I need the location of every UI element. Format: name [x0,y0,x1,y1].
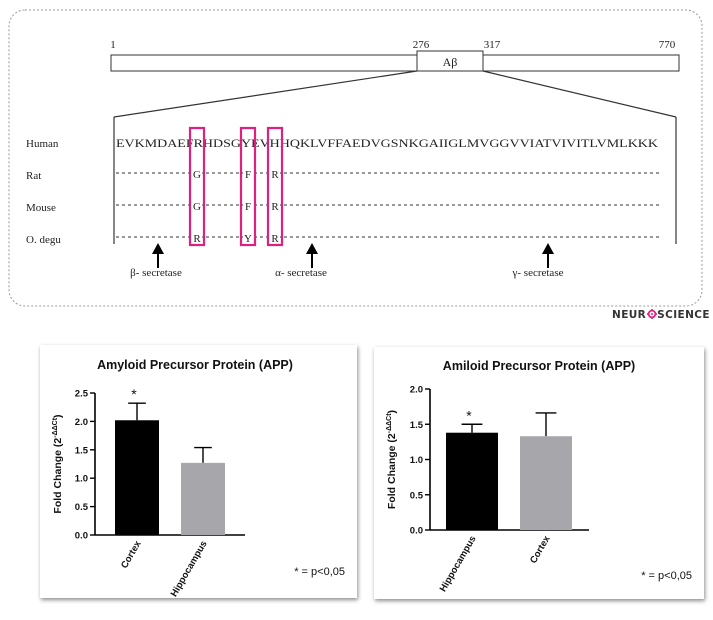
highlight-box-h13 [266,126,284,247]
position-label-ab-start: 276 [413,39,430,51]
beta-secretase-arrow [152,243,164,268]
x-tick-label-0: Cortex [119,538,144,570]
x-tick-label-1: Hippocampus [169,539,210,598]
chart-1: Amyloid Precursor Protein (APP) Fold Chan… [52,358,345,598]
abeta-segment [416,50,484,72]
y-tick-label-3: 1.5 [410,420,424,431]
chart-panel-2: Amiloid Precursor Protein (APP) Fold Chan… [374,347,704,599]
alpha-secretase-arrow [306,243,318,268]
logo-text-suffix: SCIENCE [657,309,710,321]
species-label-degu: O. degu [26,234,61,246]
y-tick-label-0: 0.0 [75,531,88,542]
y-tick-label-5: 2.5 [75,389,89,400]
position-label-start: 1 [110,39,116,51]
position-label-end: 770 [659,39,676,51]
bar-cortex [115,420,159,535]
y-tick-label-0: 0.0 [410,526,423,537]
gamma-secretase-arrow [542,243,554,268]
mouse-residue-3: R [271,201,279,213]
neuroscience-logo: NEUR SCIENCE [612,309,712,327]
y-tick-label-2: 1.0 [75,474,88,485]
rat-residue-1: G [193,169,201,181]
sequence-diagram: Aβ 1 276 317 770 Human Rat Mouse O. degu… [8,9,703,307]
position-label-ab-end: 317 [484,39,501,51]
y-axis-label: Fold Change (2-ΔΔCt) [52,414,64,513]
y-tick-label-1: 0.5 [75,502,89,513]
degu-residue-3: R [271,233,279,245]
degu-residue-1: R [193,233,201,245]
significance-marker-0: * [466,407,472,423]
rat-residue-2: F [245,169,251,181]
bar-hippocampus [446,432,498,530]
significance-marker-0: * [131,386,137,402]
significance-note: * = p<0,05 [294,566,345,578]
x-tick-label-0: Hippocampus [438,534,479,594]
bar-hippocampus [181,462,225,535]
y-tick-label-4: 2.0 [410,385,423,396]
beta-secretase-label: β- secretase [130,267,182,279]
gamma-secretase-label: γ- secretase [512,267,564,279]
y-axis-label: Fold Change (2-ΔΔCt) [386,410,398,509]
rat-residue-3: R [271,169,279,181]
y-tick-label-3: 1.5 [75,445,89,456]
species-label-mouse: Mouse [26,202,56,214]
chart-2: Amiloid Precursor Protein (APP) Fold Chan… [386,359,692,594]
abeta-label: Aβ [443,55,458,69]
human-sequence: EVKMDAEFRHDSGYEVHHQKLVFFAEDVGSNKGAIIGLMV… [116,136,658,150]
y-tick-label-1: 0.5 [410,490,424,501]
logo-gear-icon [646,309,657,319]
logo-text-prefix: NEUR [612,309,647,321]
y-tick-label-4: 2.0 [75,417,88,428]
zoom-line-left [113,70,418,118]
chart-panel-1: Amyloid Precursor Protein (APP) Fold Chan… [40,345,357,598]
diagram-frame [8,9,703,307]
zoom-line-right [482,70,677,118]
chart-title: Amyloid Precursor Protein (APP) [97,358,293,372]
species-label-human: Human [26,138,59,150]
chart-title: Amiloid Precursor Protein (APP) [443,359,635,373]
highlight-box-y10 [239,126,257,247]
significance-note: * = p<0,05 [641,570,692,582]
species-label-rat: Rat [26,170,41,182]
alpha-secretase-label: α- secretase [275,267,327,279]
app-protein-bar [110,54,680,72]
mouse-residue-1: G [193,201,201,213]
bar-cortex [520,436,572,530]
degu-residue-2: Y [244,233,252,245]
y-tick-label-2: 1.0 [410,455,423,466]
highlight-box-r5 [188,126,206,247]
x-tick-label-1: Cortex [528,533,553,565]
mouse-residue-2: F [245,201,251,213]
